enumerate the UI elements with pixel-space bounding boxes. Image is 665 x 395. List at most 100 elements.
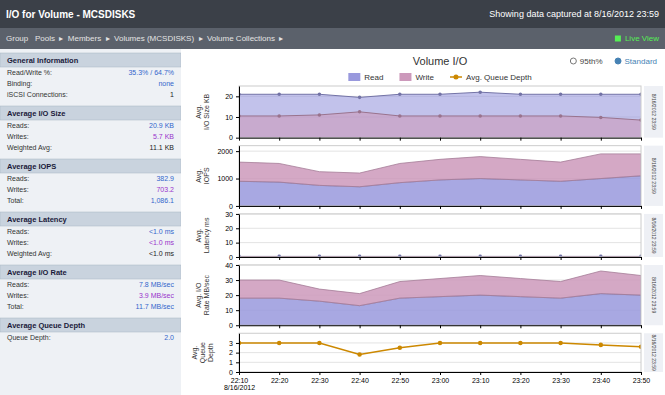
x-tick-mark bbox=[641, 206, 642, 209]
y-tick-mark bbox=[236, 228, 239, 229]
section-header-bar bbox=[0, 53, 181, 67]
plot-background bbox=[239, 214, 641, 257]
x-tick bbox=[601, 325, 602, 328]
row-value: 5.7 KB bbox=[153, 133, 174, 140]
y-tick-mark bbox=[236, 280, 239, 281]
plot-frame bbox=[239, 86, 641, 138]
x-tick bbox=[561, 325, 562, 328]
row-label: Total: bbox=[7, 197, 24, 204]
x-tick-mark bbox=[480, 257, 481, 260]
section-header-bar bbox=[0, 106, 181, 120]
marker bbox=[478, 114, 482, 118]
section-header-bar bbox=[0, 159, 181, 173]
y-tick-label: 0 bbox=[229, 322, 233, 329]
side-strip bbox=[644, 214, 663, 257]
x-tick-label-line: 22:40 bbox=[351, 377, 369, 384]
y-axis-title-line: Avg. I/O bbox=[196, 282, 204, 308]
marker bbox=[358, 96, 362, 100]
x-tick-label-line: 22:10 bbox=[231, 377, 249, 384]
legend-label: Write bbox=[415, 73, 434, 82]
x-tick bbox=[480, 138, 481, 141]
plot-background bbox=[239, 146, 641, 206]
dashboard: I/O for Volume - MCSDISKSShowing data ca… bbox=[0, 0, 665, 395]
x-tick bbox=[360, 138, 361, 141]
row-label: Reads: bbox=[7, 281, 29, 288]
y-axis: 010002000 bbox=[217, 146, 239, 210]
x-tick bbox=[601, 206, 602, 209]
y-tick: 3 bbox=[229, 340, 239, 347]
y-axis-title-line: Avg. bbox=[196, 228, 204, 242]
area bbox=[239, 112, 641, 138]
x-tick bbox=[239, 257, 240, 260]
plot-frame bbox=[239, 146, 641, 206]
marker bbox=[559, 92, 563, 96]
line bbox=[239, 112, 641, 120]
row-value: 2.0 bbox=[164, 334, 174, 341]
y-tick: 1000 bbox=[217, 175, 239, 182]
y-tick-mark bbox=[236, 325, 239, 326]
marker bbox=[478, 90, 482, 94]
side-label: 8/16/2012 23:59 bbox=[651, 217, 657, 253]
marker bbox=[318, 113, 322, 117]
view-option: 95th% bbox=[570, 57, 602, 66]
y-axis: 0102030 bbox=[225, 211, 239, 261]
marker bbox=[398, 346, 403, 351]
x-tick-mark bbox=[440, 372, 441, 375]
y-tick: 40 bbox=[225, 262, 239, 269]
legend-swatch bbox=[399, 73, 411, 81]
marker bbox=[519, 114, 523, 118]
x-tick-mark bbox=[279, 325, 280, 328]
grid-line bbox=[239, 362, 641, 363]
x-tick-mark bbox=[520, 372, 521, 375]
x-tick-mark bbox=[279, 138, 280, 141]
row-label: Binding: bbox=[7, 80, 32, 88]
x-tick-label-line: 23:00 bbox=[432, 377, 450, 384]
y-tick-label: 10 bbox=[225, 239, 233, 246]
live-view: Live View bbox=[625, 34, 659, 43]
x-tick-mark bbox=[641, 257, 642, 260]
x-tick bbox=[400, 325, 401, 328]
y-axis-line bbox=[239, 334, 240, 373]
x-tick bbox=[561, 138, 562, 141]
grid-line bbox=[239, 352, 641, 353]
y-tick: 20 bbox=[225, 292, 239, 299]
section-header-bar bbox=[0, 265, 181, 279]
y-tick: 2 bbox=[229, 349, 239, 356]
section-header: Average Latency bbox=[7, 215, 68, 224]
x-tick-mark bbox=[319, 325, 320, 328]
row-value: 35.3% / 64.7% bbox=[128, 69, 174, 76]
marker bbox=[277, 114, 281, 118]
y-tick-mark bbox=[236, 243, 239, 244]
x-tick-mark bbox=[601, 325, 602, 328]
x-tick-mark bbox=[279, 206, 280, 209]
section-header-bar bbox=[0, 212, 181, 226]
y-axis-title-line: Avg. bbox=[192, 346, 200, 360]
row-value: 11.1 KB bbox=[150, 144, 175, 151]
y-axis-title: Avg. I/ORate MB/sec bbox=[196, 275, 211, 316]
x-tick-mark bbox=[319, 372, 320, 375]
marker bbox=[599, 116, 603, 120]
x-tick-label-line: 22:30 bbox=[311, 377, 329, 384]
grid-line bbox=[239, 228, 641, 229]
area bbox=[239, 271, 641, 306]
y-tick-mark bbox=[236, 138, 239, 139]
x-tick-label: 23:10 bbox=[472, 377, 490, 384]
section-header: Average IOPS bbox=[7, 162, 56, 171]
side-strip bbox=[644, 86, 663, 138]
x-tick-mark bbox=[561, 325, 562, 328]
x-tick-mark bbox=[561, 206, 562, 209]
marker bbox=[398, 92, 402, 96]
x-tick-mark bbox=[279, 257, 280, 260]
y-tick: 10 bbox=[225, 239, 239, 246]
x-tick bbox=[641, 138, 642, 141]
section-header-bar bbox=[0, 318, 181, 332]
y-tick: 20 bbox=[225, 225, 239, 232]
radio-label: 95th% bbox=[580, 57, 603, 66]
section-header: Average I/O Size bbox=[7, 109, 66, 118]
y-tick: 0 bbox=[229, 203, 239, 210]
x-tick-mark bbox=[360, 372, 361, 375]
x-tick bbox=[480, 325, 481, 328]
legend-item: Avg. Queue Depth bbox=[450, 73, 532, 82]
y-tick: 10 bbox=[225, 114, 239, 121]
x-tick bbox=[239, 138, 240, 141]
